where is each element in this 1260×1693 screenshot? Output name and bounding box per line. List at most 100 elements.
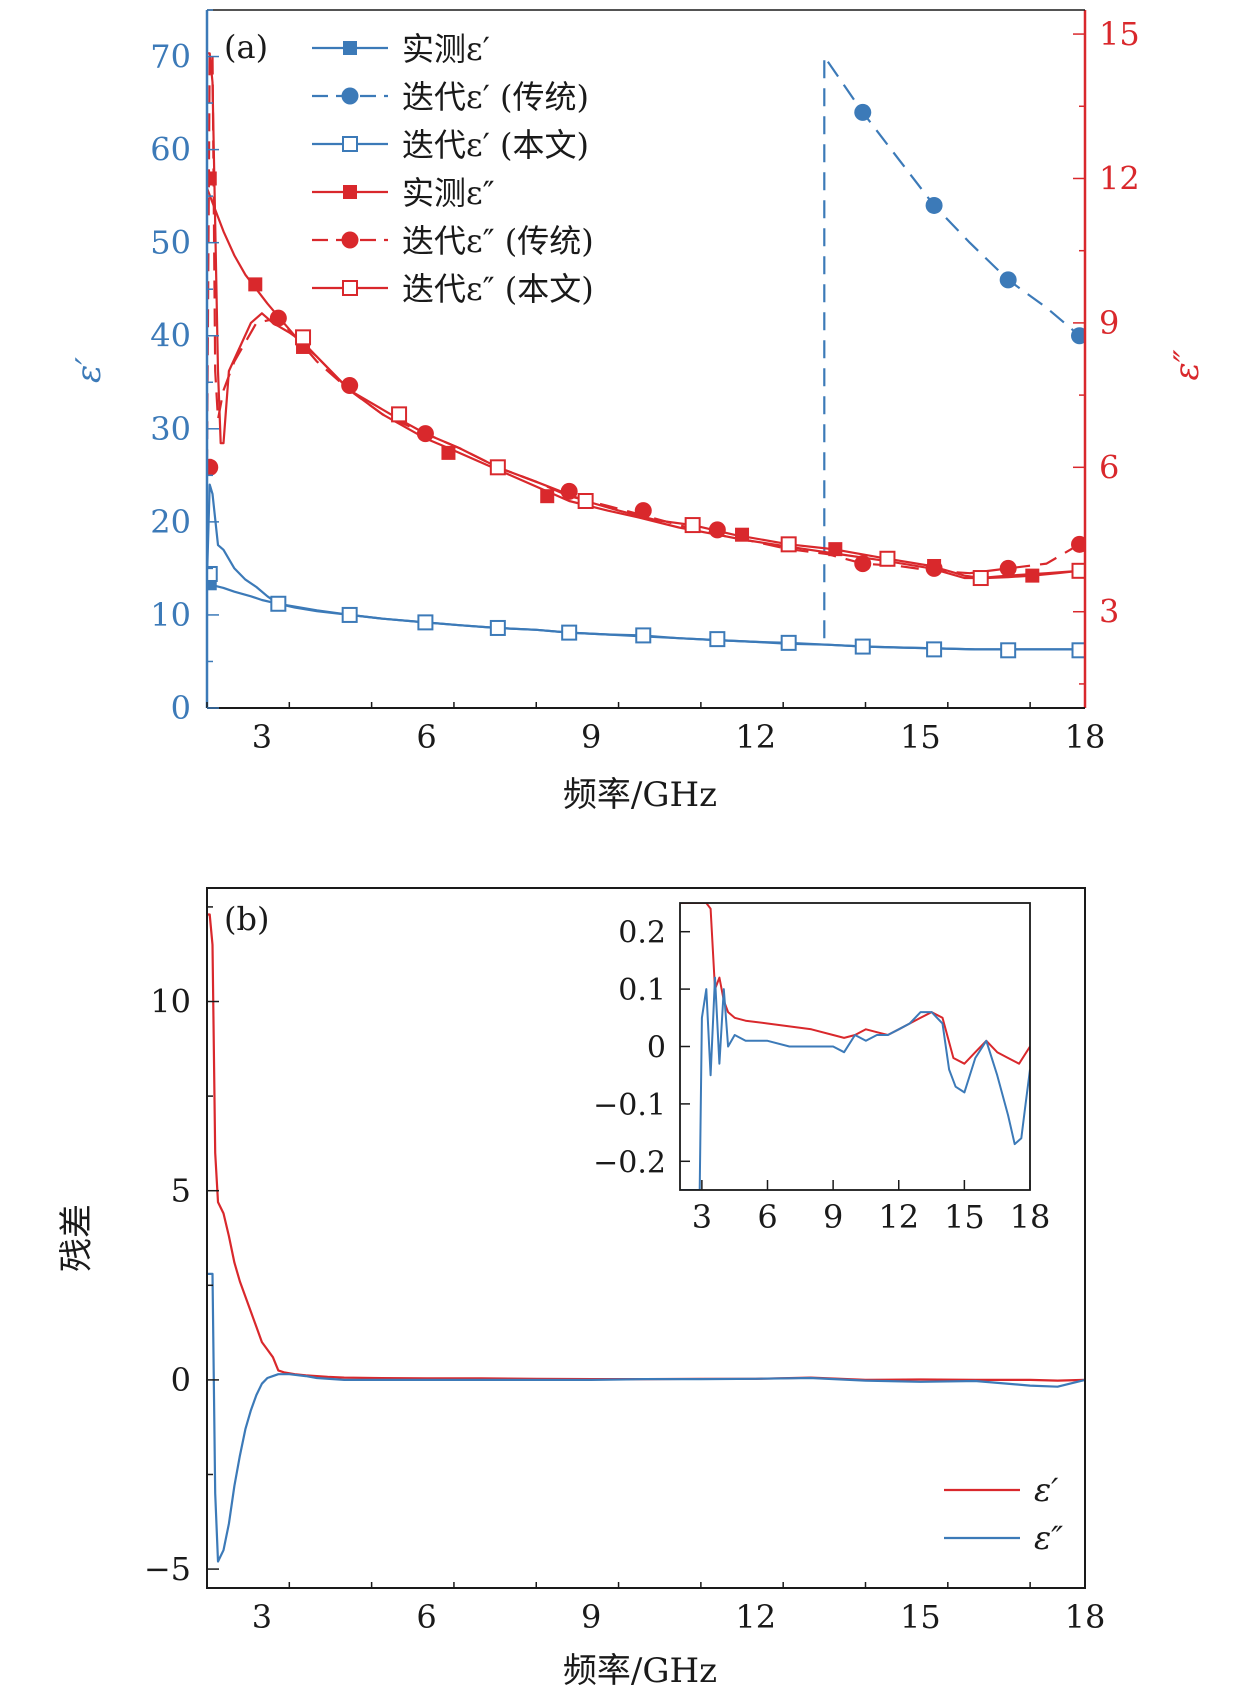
panel-a-x-axis-label: 频率/GHz <box>563 775 717 815</box>
marker-circle <box>999 559 1017 577</box>
series-line-2 <box>207 483 1080 651</box>
marker-circle <box>1071 327 1085 345</box>
marker-open-square <box>879 550 896 567</box>
marker-circle <box>925 559 943 577</box>
marker-circle <box>854 555 872 573</box>
x-tick-label: 15 <box>900 718 941 756</box>
inset-line-0 <box>680 903 1030 1065</box>
left-tick-label: 40 <box>150 317 191 355</box>
legend-marker <box>343 41 357 55</box>
marker-open-square <box>684 517 701 534</box>
panel-a-right-y-axis-label: ε″ <box>1167 349 1207 380</box>
panel-b-axes: 3 6 9 12 15 18 −5 0 5 10 <box>144 887 1106 1636</box>
legend-label: ε″ <box>1034 1519 1063 1557</box>
marker-square <box>207 576 217 591</box>
marker-circle <box>341 376 359 394</box>
left-tick-label: 30 <box>150 410 191 448</box>
panel-b-y-axis-label: 残差 <box>57 1204 97 1272</box>
right-tick-label: 3 <box>1099 593 1119 631</box>
panel-b-legend: ε′ ε″ <box>944 1471 1063 1557</box>
marker-open-square <box>854 638 871 655</box>
right-tick-label: 9 <box>1099 304 1119 342</box>
marker-open-square <box>391 406 408 423</box>
left-tick-label: 10 <box>150 596 191 634</box>
inset-x-tick-label: 3 <box>692 1198 712 1236</box>
x-tick-label: 12 <box>735 1598 776 1636</box>
left-tick-label: 50 <box>150 224 191 262</box>
legend-label: 实测ε″ <box>402 174 495 212</box>
panel-b-series-layer <box>207 913 1086 1563</box>
right-tick-label: 15 <box>1099 15 1140 53</box>
marker-square <box>540 489 555 504</box>
panel-a-left-y-axis-label: ε′ <box>69 357 109 383</box>
marker-open-square <box>417 614 434 631</box>
inset-chart: 3 6 9 12 15 18 −0.2 −0.1 0 0.1 0.2 <box>593 902 1051 1236</box>
x-tick-label: 6 <box>416 718 436 756</box>
x-tick-label: 3 <box>252 1598 272 1636</box>
left-tick-label: 70 <box>150 38 191 76</box>
right-tick-label: 6 <box>1099 448 1119 486</box>
marker-open-square <box>780 634 797 651</box>
residual-line-1 <box>207 1272 1086 1563</box>
panel-b-x-axis-label: 频率/GHz <box>563 1651 717 1691</box>
inset-line-1 <box>680 976 1030 1190</box>
marker-open-square <box>489 619 506 636</box>
x-tick-label: 6 <box>416 1598 436 1636</box>
inset-x-tick-label: 6 <box>757 1198 777 1236</box>
marker-square <box>828 542 843 557</box>
marker-circle <box>708 521 726 539</box>
x-tick-label: 18 <box>1065 718 1106 756</box>
panel-b: 3 6 9 12 15 18 −5 0 5 10 (b) 频率/GHz 残差 ε′ ε″ 3 6 9 12… <box>57 887 1106 1691</box>
marker-circle <box>560 482 578 500</box>
legend-marker <box>343 185 357 199</box>
marker-open-square <box>709 631 726 648</box>
x-tick-label: 15 <box>900 1598 941 1636</box>
series-line-5 <box>207 52 1080 580</box>
panel-a-legend: 实测ε′ 迭代ε′ (传统) 迭代ε′ (本文) 实测ε″ 迭代ε″ (传统) 迭代ε″ … <box>312 30 594 308</box>
marker-circle <box>925 196 943 214</box>
panel-a-marker-layer <box>207 103 1085 659</box>
x-tick-label: 3 <box>252 718 272 756</box>
legend-label: 迭代ε′ (本文) <box>402 126 589 164</box>
y-tick-label: 0 <box>171 1361 191 1399</box>
marker-open-square <box>926 641 943 658</box>
inset-y-tick-label: 0.1 <box>618 973 666 1008</box>
inset-y-tick-label: −0.2 <box>593 1145 666 1180</box>
legend-marker <box>341 87 359 105</box>
marker-square <box>248 277 263 292</box>
marker-square <box>441 445 456 460</box>
marker-open-square <box>780 536 797 553</box>
panel-a-axes: 3 6 9 12 15 18 0 10 20 30 40 50 60 70 3 6 9 12 15 <box>150 9 1140 756</box>
left-tick-label: 0 <box>171 689 191 727</box>
inset-x-tick-label: 18 <box>1010 1198 1051 1236</box>
x-tick-label: 9 <box>581 1598 601 1636</box>
legend-label: 迭代ε″ (本文) <box>402 270 594 308</box>
left-tick-label: 20 <box>150 503 191 541</box>
legend-marker <box>342 280 358 296</box>
x-tick-label: 18 <box>1065 1598 1106 1636</box>
marker-open-square <box>1071 642 1085 659</box>
marker-open-square <box>1000 642 1017 659</box>
marker-open-square <box>341 606 358 623</box>
marker-open-square <box>270 595 287 612</box>
marker-open-square <box>207 565 218 582</box>
marker-open-square <box>295 329 312 346</box>
panel-b-frame <box>206 887 1086 1589</box>
legend-label: 迭代ε′ (传统) <box>402 78 589 116</box>
marker-circle <box>854 103 872 121</box>
legend-label: 实测ε′ <box>402 30 490 68</box>
legend-label: 迭代ε″ (传统) <box>402 222 594 260</box>
x-tick-label: 12 <box>735 718 776 756</box>
inset-axes: 3 6 9 12 15 18 −0.2 −0.1 0 0.1 0.2 <box>593 902 1051 1236</box>
right-tick-label: 12 <box>1099 159 1140 197</box>
legend-marker <box>341 231 359 249</box>
marker-circle <box>416 425 434 443</box>
inset-y-tick-label: 0 <box>647 1031 666 1066</box>
marker-circle <box>269 309 287 327</box>
left-tick-label: 60 <box>150 131 191 169</box>
panel-b-label: (b) <box>224 900 269 938</box>
marker-open-square <box>1071 562 1085 579</box>
inset-x-tick-label: 15 <box>944 1198 985 1236</box>
marker-circle <box>999 271 1017 289</box>
